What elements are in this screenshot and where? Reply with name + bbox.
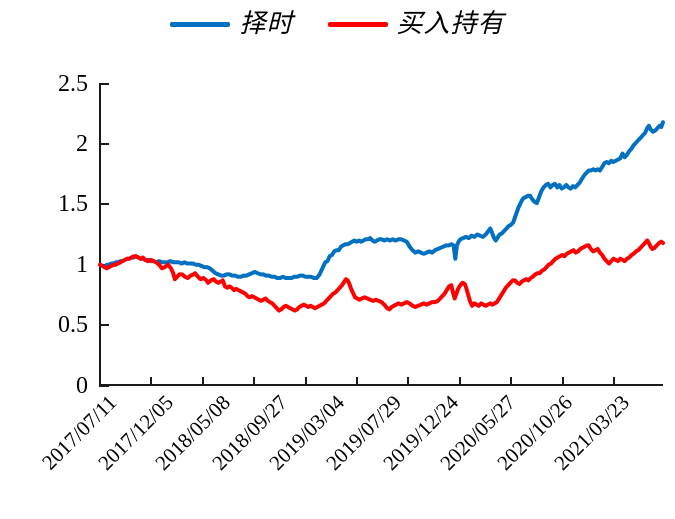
y-axis-label: 0	[76, 372, 88, 399]
legend-item-buy-and-hold: 买入持有	[327, 9, 505, 39]
x-axis-tick	[613, 377, 615, 384]
y-axis-tick	[101, 324, 109, 327]
legend-label-buy-and-hold: 买入持有	[396, 9, 505, 38]
series-line-buy-and-hold	[98, 238, 665, 313]
y-axis-tick	[101, 82, 109, 85]
y-axis-label: 1.5	[58, 191, 88, 218]
x-axis-tick	[458, 377, 461, 384]
y-axis-line	[99, 83, 101, 387]
y-axis-label: 2.5	[58, 70, 88, 97]
x-axis-tick	[253, 377, 256, 384]
y-axis-label: 0.5	[58, 312, 88, 339]
legend-item-timing: 择时	[170, 9, 293, 39]
x-axis-tick	[99, 377, 101, 384]
x-axis-tick	[510, 377, 513, 384]
legend-label-timing: 择时	[239, 9, 294, 38]
series-line-timing	[98, 120, 665, 280]
x-axis-tick	[407, 377, 410, 384]
x-axis-tick	[561, 377, 564, 384]
x-axis-tick	[356, 377, 358, 384]
x-axis-line	[99, 384, 663, 386]
y-axis-tick	[101, 384, 109, 387]
x-axis-tick	[201, 377, 204, 384]
y-axis-label: 1	[76, 251, 88, 278]
y-axis-tick	[101, 142, 109, 145]
x-axis-tick	[150, 377, 153, 384]
y-axis-label: 2	[76, 130, 88, 157]
y-axis-tick	[101, 203, 109, 206]
chart-legend: 择时 买入持有	[0, 8, 675, 40]
x-axis-tick	[304, 377, 307, 384]
legend-line-sample-blue	[170, 21, 231, 27]
legend-line-sample-red	[327, 21, 388, 27]
